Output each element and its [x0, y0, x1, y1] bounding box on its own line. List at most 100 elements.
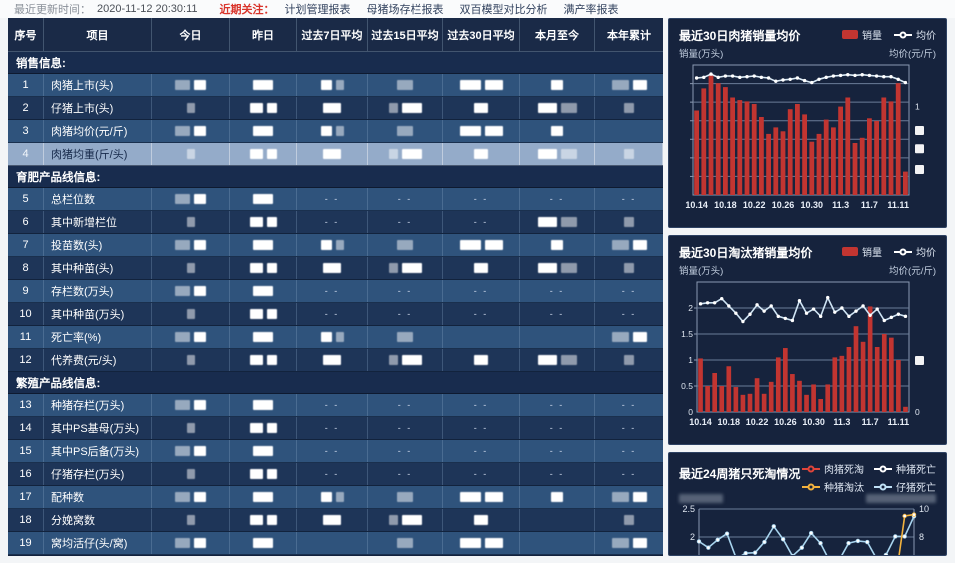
row-value-cell: - -: [368, 188, 443, 210]
row-label: 仔猪存栏(万头): [44, 463, 152, 485]
link-sow-farm-report[interactable]: 母猪场存栏报表: [366, 4, 444, 16]
svg-text:11.11: 11.11: [888, 417, 910, 427]
chart3-right-axis-label-redacted: [866, 494, 936, 503]
redacted-value: [474, 263, 488, 273]
table-row[interactable]: 10 其中种苗(万头) - - - - - - - - - -: [8, 303, 663, 326]
row-value-cell: [368, 509, 443, 531]
link-plan-report[interactable]: 计划管理报表: [284, 4, 351, 16]
legend-item-breeder-cull[interactable]: 种猪淘汰: [802, 479, 864, 494]
no-data-dash: - -: [621, 400, 637, 410]
svg-text:1: 1: [688, 355, 693, 365]
redacted-value: [624, 355, 634, 365]
table-row[interactable]: 13 种猪存栏(万头) - - - - - - - - - -: [8, 394, 663, 417]
chart2-left-axis-label: 销量(万头): [679, 266, 724, 277]
table-row[interactable]: 11 死亡率(%): [8, 326, 663, 349]
chart1-left-axis-label: 销量(万头): [679, 49, 724, 60]
row-value-cell: [443, 326, 520, 348]
row-value-cell: [230, 509, 297, 531]
link-model-compare-report[interactable]: 双百模型对比分析: [459, 4, 548, 16]
legend-item-avg-price[interactable]: 均价: [894, 27, 936, 42]
row-value-cell: [230, 74, 297, 96]
table-section-header: 育肥产品线信息:: [8, 166, 663, 188]
no-data-dash: - -: [397, 309, 413, 319]
row-value-cell: [443, 257, 520, 279]
redacted-value: [611, 538, 647, 548]
table-row[interactable]: 8 其中种苗(头): [8, 257, 663, 280]
table-row[interactable]: 14 其中PS基母(万头) - - - - - - - - - -: [8, 417, 663, 440]
row-value-cell: - -: [595, 394, 663, 416]
legend-item-breeder-death[interactable]: 种猪死亡: [874, 461, 936, 476]
row-value-cell: - -: [595, 188, 663, 210]
no-data-dash: - -: [621, 194, 637, 204]
row-value-cell: [230, 234, 297, 256]
svg-text:2: 2: [688, 303, 693, 313]
svg-text:10.22: 10.22: [746, 417, 769, 427]
table-row[interactable]: 18 分娩窝数: [8, 509, 663, 532]
svg-text:1.5: 1.5: [681, 329, 693, 339]
row-value-cell: [520, 120, 595, 142]
legend-item-sales[interactable]: 销量: [842, 27, 882, 42]
row-index: 1: [8, 74, 44, 96]
row-value-cell: [595, 143, 663, 165]
row-label: 其中PS基母(万头): [44, 417, 152, 439]
row-value-cell: [595, 486, 663, 508]
no-data-dash: - -: [473, 423, 489, 433]
svg-text:11.3: 11.3: [833, 417, 850, 427]
row-value-cell: - -: [297, 440, 368, 462]
table-row[interactable]: 9 存栏数(万头) - - - - - - - - - -: [8, 280, 663, 303]
legend-item-pig-death-cull[interactable]: 肉猪死淘: [802, 461, 864, 476]
link-capacity-report[interactable]: 满产率报表: [563, 4, 619, 16]
no-data-dash: - -: [324, 400, 340, 410]
redacted-value: [388, 149, 422, 159]
table-row[interactable]: 5 总栏位数 - - - - - - - - - -: [8, 188, 663, 211]
no-data-dash: - -: [397, 400, 413, 410]
redacted-value: [397, 492, 413, 502]
legend-item-piglet-death[interactable]: 仔猪死亡: [874, 479, 936, 494]
row-value-cell: [152, 440, 230, 462]
row-value-cell: - -: [520, 280, 595, 302]
row-value-cell: [297, 349, 368, 371]
line-marker-icon: [894, 31, 912, 38]
svg-text:11.7: 11.7: [862, 417, 879, 427]
row-value-cell: [297, 234, 368, 256]
table-row[interactable]: 12 代养费(元/头): [8, 349, 663, 372]
table-row[interactable]: 6 其中新增栏位 - - - - - -: [8, 211, 663, 234]
legend-item-sales[interactable]: 销量: [842, 244, 882, 259]
row-value-cell: [595, 234, 663, 256]
table-row[interactable]: 15 其中PS后备(万头) - - - - - - - - - -: [8, 440, 663, 463]
row-value-cell: - -: [368, 463, 443, 485]
redacted-value: [323, 103, 341, 113]
row-value-cell: [368, 143, 443, 165]
table-row[interactable]: 19 窝均活仔(头/窝): [8, 532, 663, 555]
no-data-dash: - -: [549, 446, 565, 456]
table-row[interactable]: 4 肉猪均重(斤/头): [8, 143, 663, 166]
line-marker-icon: [802, 465, 820, 472]
table-row[interactable]: 3 肉猪均价(元/斤): [8, 120, 663, 143]
row-index: 19: [8, 532, 44, 554]
table-row[interactable]: 1 肉猪上市(头): [8, 74, 663, 97]
no-data-dash: - -: [397, 286, 413, 296]
no-data-dash: - -: [324, 446, 340, 456]
redacted-value: [551, 492, 563, 502]
row-value-cell: - -: [443, 440, 520, 462]
row-value-cell: [230, 394, 297, 416]
table-row[interactable]: 2 仔猪上市(头): [8, 97, 663, 120]
row-value-cell: [520, 486, 595, 508]
legend-item-avg-price[interactable]: 均价: [894, 244, 936, 259]
row-value-cell: [152, 532, 230, 554]
row-value-cell: [152, 303, 230, 325]
row-value-cell: [230, 280, 297, 302]
no-data-dash: - -: [621, 309, 637, 319]
redacted-value: [249, 103, 277, 113]
table-row[interactable]: 7 投苗数(头): [8, 234, 663, 257]
redacted-value: [611, 492, 647, 502]
chart3-plot: 2.510281.56: [682, 504, 929, 555]
chart1-right-axis-label: 均价(元/斤): [889, 49, 936, 60]
redacted-value: [323, 263, 341, 273]
row-value-cell: [520, 211, 595, 233]
redacted-value: [537, 355, 577, 365]
redacted-value: [320, 332, 344, 342]
table-row[interactable]: 16 仔猪存栏(万头) - - - - - - - - - -: [8, 463, 663, 486]
no-data-dash: - -: [324, 217, 340, 227]
table-row[interactable]: 17 配种数: [8, 486, 663, 509]
